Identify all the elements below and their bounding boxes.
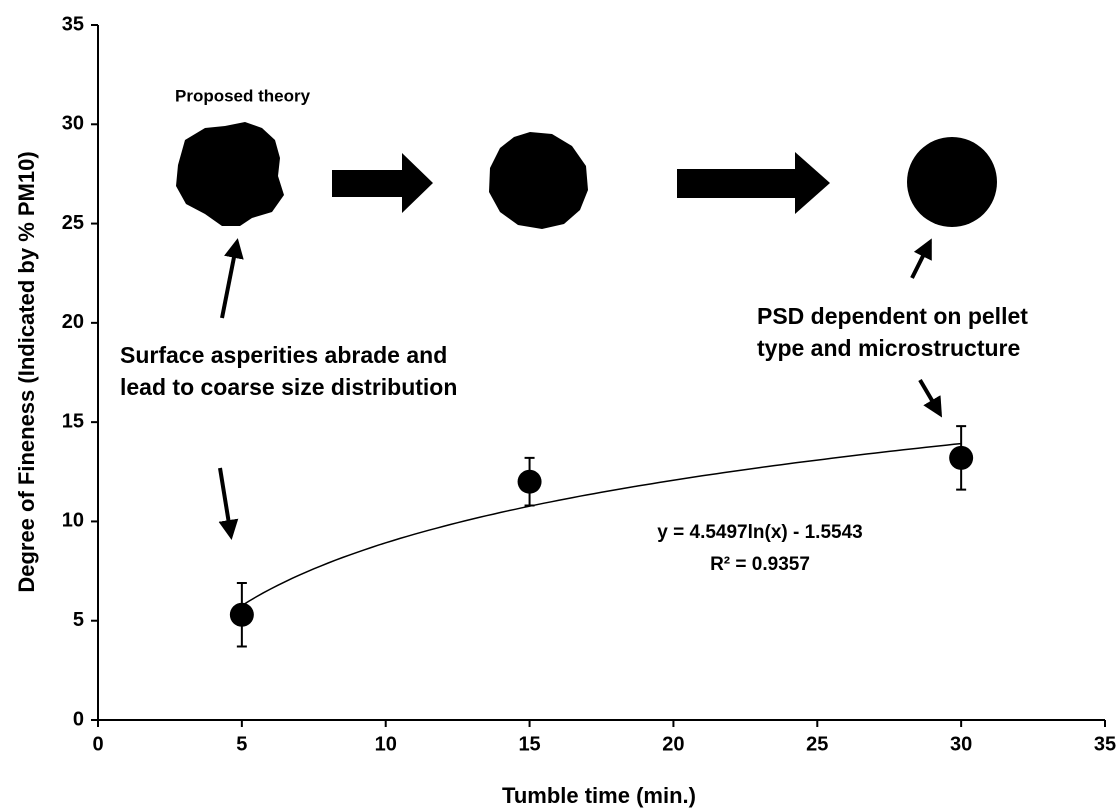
block-arrow [677,152,830,214]
y-axis-title: Degree of Fineness (Indicated by % PM10) [14,151,39,592]
trend-equation: y = 4.5497ln(x) - 1.5543 [657,522,862,543]
point [949,445,974,470]
annotation: type and microstructure [757,335,1020,361]
annotation: lead to coarse size distribution [120,374,457,400]
y-tick-label: 5 [73,609,84,631]
pointer-arrow [218,467,239,540]
trend-r2: R² = 0.9357 [710,554,810,575]
pointer-arrow [910,238,932,279]
point [229,602,254,627]
y-tick-label: 0 [73,708,84,730]
pointer-arrow [918,378,943,418]
y-tick-label: 35 [62,13,84,35]
annotation: Surface asperities abrade and [120,342,447,368]
block-arrow [332,153,433,213]
y-tick-label: 30 [62,113,84,135]
rough-particle [176,122,284,226]
y-tick-label: 20 [62,311,84,333]
x-tick-label: 5 [236,733,247,755]
x-tick-label: 20 [662,733,684,755]
point [517,469,542,494]
pointer-arrow [220,238,244,319]
y-tick-label: 10 [62,510,84,532]
x-tick-label: 30 [950,733,972,755]
x-tick-label: 10 [375,733,397,755]
y-tick-label: 25 [62,212,84,234]
x-tick-label: 25 [806,733,828,755]
smooth-particle [907,137,997,227]
annotation: Proposed theory [175,86,311,105]
y-tick-label: 15 [62,410,84,432]
x-tick-label: 35 [1094,733,1116,755]
trendline [241,442,962,607]
x-axis-title: Tumble time (min.) [502,783,696,808]
x-tick-label: 15 [518,733,540,755]
rounded-particle [489,132,588,229]
x-tick-label: 0 [92,733,103,755]
annotation: PSD dependent on pellet [757,303,1028,329]
